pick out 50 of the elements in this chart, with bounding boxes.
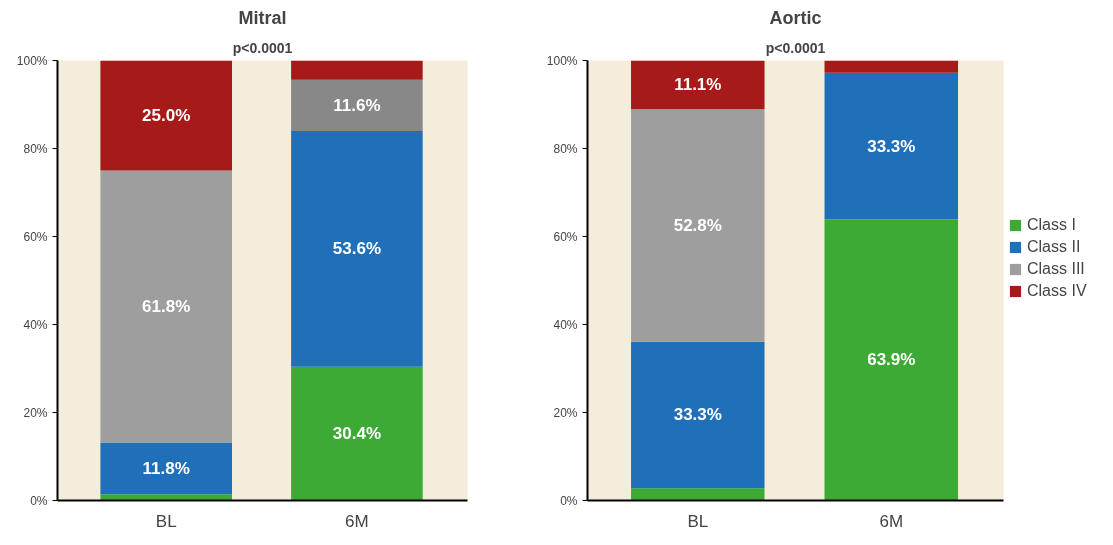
bar — [100, 442, 232, 495]
legend-label: Class II — [1027, 238, 1081, 256]
y-tick-label: 20% — [23, 405, 48, 420]
y-tick-label: 80% — [23, 141, 48, 156]
x-tick-label: BL — [155, 511, 177, 531]
y-tick-label: 60% — [553, 229, 578, 244]
data-label: 61.8% — [142, 296, 191, 316]
x-tick-label: BL — [687, 511, 709, 531]
y-tick-label: 60% — [23, 229, 48, 244]
bar — [824, 60, 959, 73]
data-label: 52.8% — [673, 216, 722, 235]
legend-label: Class III — [1027, 260, 1085, 278]
bar — [100, 494, 232, 501]
chart-title: Aortic — [769, 7, 822, 28]
data-label: 11.6% — [333, 95, 381, 115]
data-label: 63.9% — [867, 350, 916, 370]
bar — [824, 72, 959, 220]
data-label: 53.6% — [332, 239, 381, 259]
bar — [631, 109, 765, 342]
y-tick-label: 40% — [23, 317, 48, 332]
bar — [291, 366, 423, 501]
data-label: 25.0% — [142, 106, 191, 125]
y-tick-label: 100% — [16, 53, 48, 68]
x-tick-label: 6M — [345, 511, 369, 531]
bar — [631, 60, 765, 110]
legend-label: Class I — [1027, 216, 1076, 234]
y-tick-label: 20% — [553, 405, 578, 420]
data-label: 11.1% — [674, 75, 722, 95]
bar — [631, 341, 765, 489]
data-label: 30.4% — [332, 424, 381, 444]
bar — [100, 170, 232, 443]
x-tick-label: 6M — [879, 511, 904, 531]
legend-label: Class IV — [1027, 282, 1087, 300]
y-tick-label: 40% — [553, 317, 578, 332]
y-tick-label: 0% — [30, 493, 48, 508]
bar — [291, 130, 423, 367]
bar — [824, 219, 959, 501]
chart-title: Mitral — [238, 7, 287, 28]
bar — [291, 79, 423, 131]
chart-subtitle: p<0.0001 — [232, 39, 293, 56]
chart-subtitle: p<0.0001 — [765, 39, 826, 56]
y-tick-label: 80% — [553, 141, 578, 156]
data-label: 33.3% — [673, 405, 722, 425]
bar — [100, 60, 232, 171]
data-label: 11.8% — [142, 458, 190, 478]
y-tick-label: 0% — [560, 493, 578, 508]
bar — [291, 60, 423, 80]
y-tick-label: 100% — [546, 53, 578, 68]
bar — [631, 488, 765, 501]
data-label: 33.3% — [867, 136, 916, 156]
